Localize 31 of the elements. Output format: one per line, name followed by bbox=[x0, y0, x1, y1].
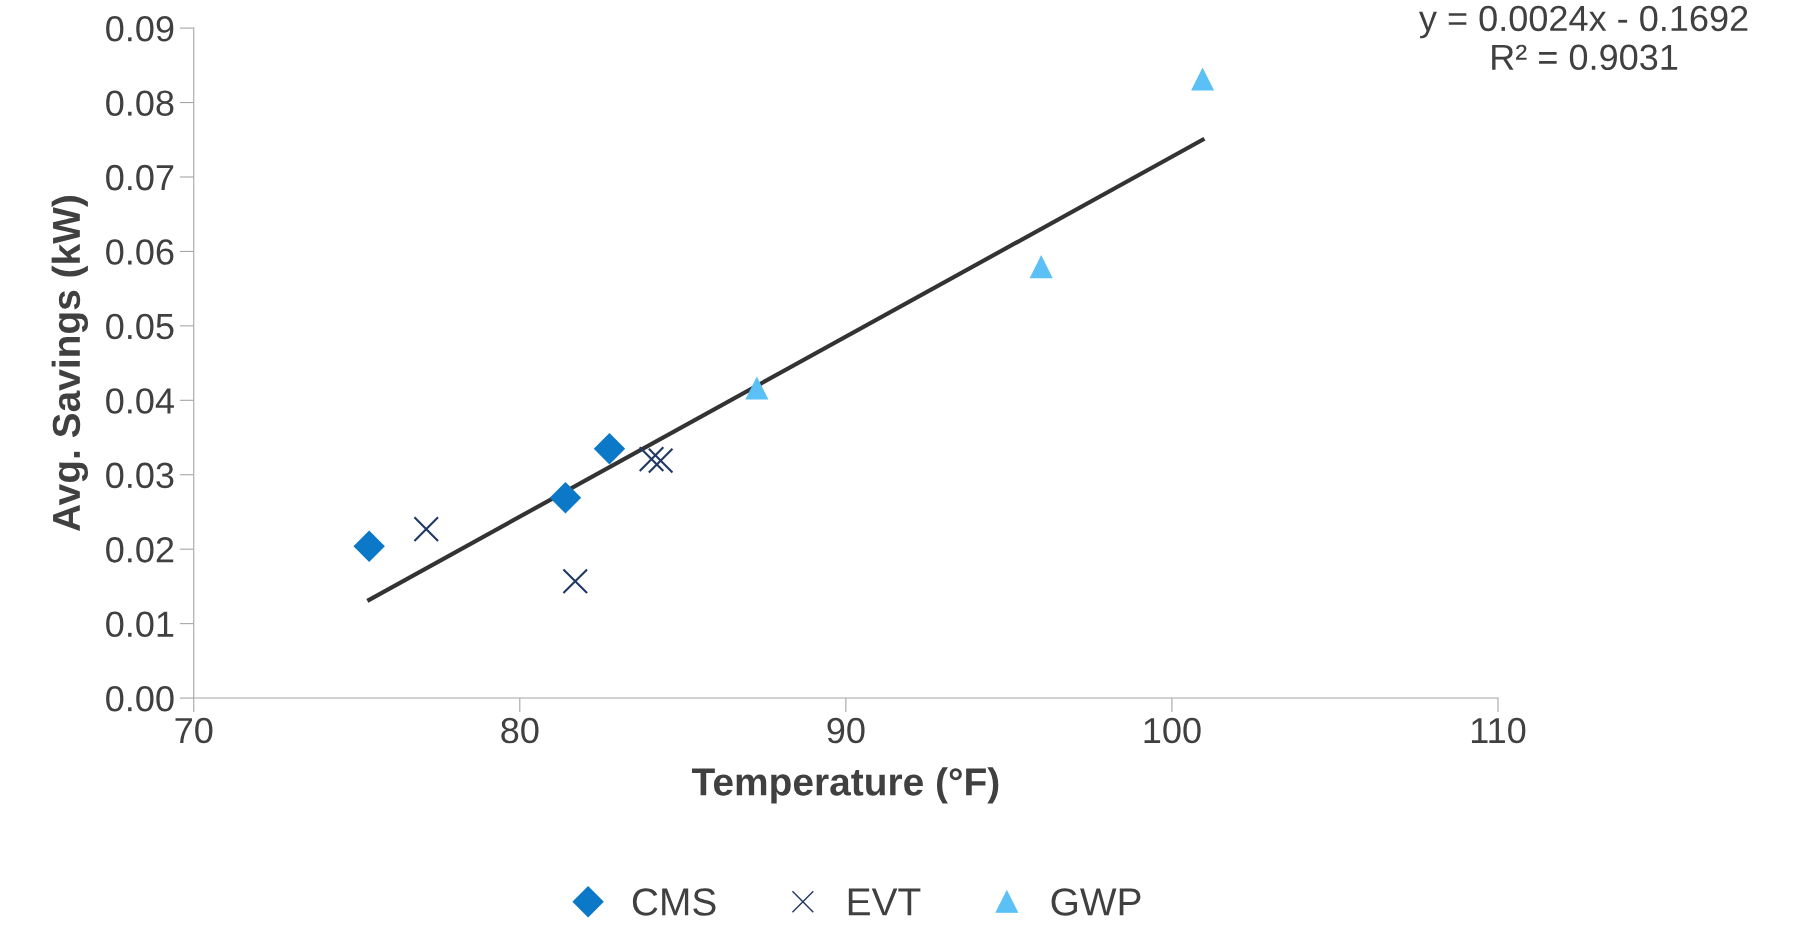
legend-label: CMS bbox=[632, 888, 716, 916]
x-tick-label: 80 bbox=[501, 717, 539, 744]
point bbox=[413, 516, 440, 542]
y-tick-label: 0.03 bbox=[106, 462, 174, 489]
y-tick-label: 0.00 bbox=[106, 685, 174, 712]
y-tick-label: 0.09 bbox=[106, 15, 174, 42]
y-tick-label: 0.07 bbox=[106, 164, 174, 191]
x-tick-label: 90 bbox=[827, 717, 865, 744]
point bbox=[353, 530, 385, 562]
legend-label: GWP bbox=[1051, 888, 1141, 916]
annotation: y = 0.0024x - 0.1692 R² = 0.9031 bbox=[1419, 5, 1748, 71]
y-tick-label: 0.04 bbox=[106, 388, 174, 414]
point bbox=[1030, 255, 1053, 279]
y-tick-label: 0.02 bbox=[106, 537, 174, 563]
point bbox=[1191, 68, 1214, 91]
point bbox=[745, 377, 768, 400]
x-tick-label: 70 bbox=[175, 717, 213, 744]
point bbox=[550, 482, 581, 514]
y-tick-label: 0.05 bbox=[106, 313, 174, 340]
y-tick-label: 0.08 bbox=[106, 90, 174, 116]
point bbox=[594, 433, 625, 465]
point bbox=[638, 446, 665, 472]
x-tick-label: 100 bbox=[1144, 717, 1201, 744]
legend-label: EVT bbox=[848, 888, 921, 916]
x-axis-title: Temperature (°F) bbox=[691, 767, 999, 804]
y-tick-label: 0.01 bbox=[106, 611, 174, 638]
point bbox=[647, 447, 674, 474]
y-tick-label: 0.06 bbox=[106, 239, 174, 265]
point bbox=[562, 568, 589, 595]
x-tick-label: 110 bbox=[1471, 717, 1526, 744]
y-axis-title: Avg. Savings (kW) bbox=[51, 196, 89, 532]
